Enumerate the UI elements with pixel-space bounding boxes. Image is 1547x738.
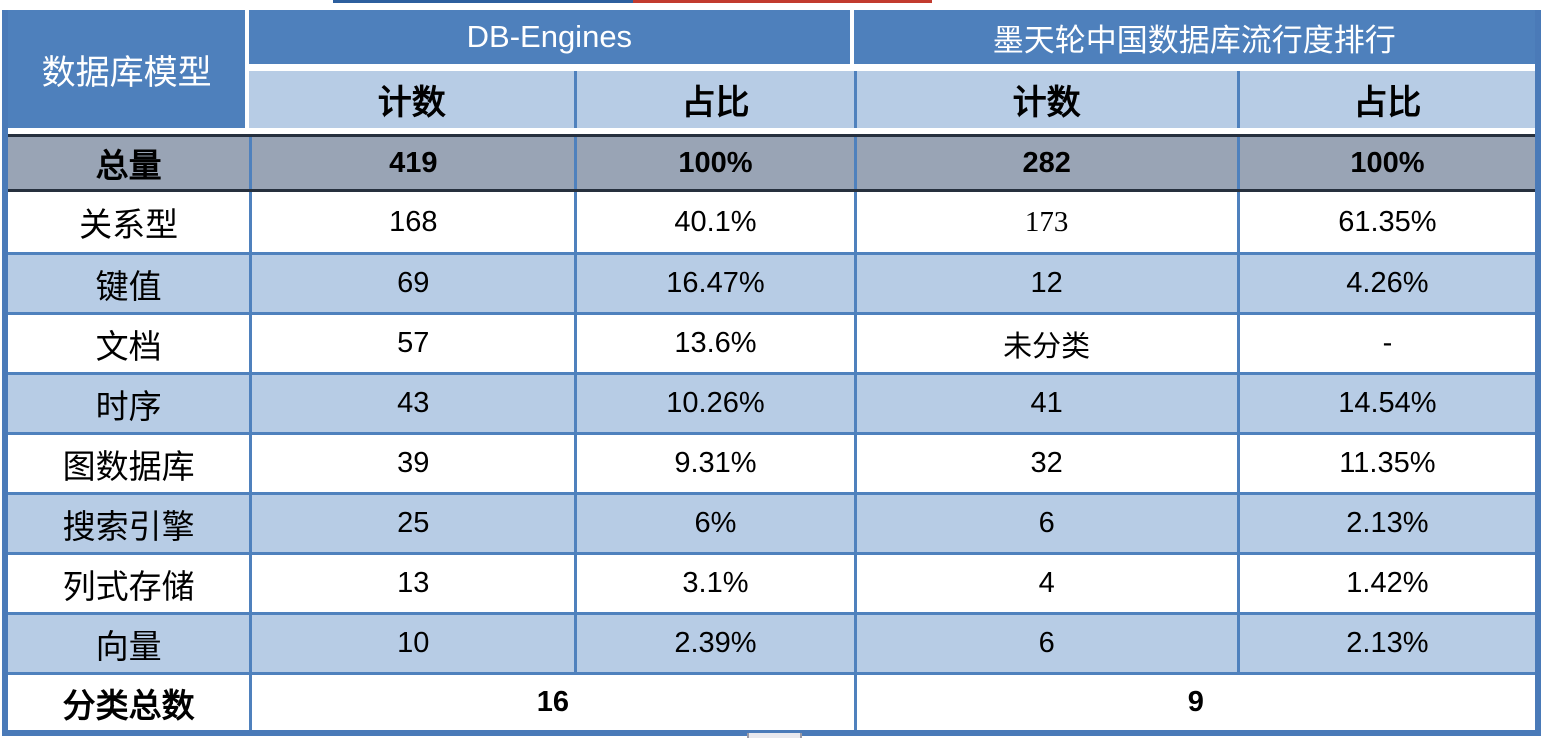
table-row-summary: 分类总数 16 9	[8, 672, 1535, 730]
header-gap	[249, 64, 1535, 71]
subheader-count-modb: 计数	[853, 71, 1237, 128]
cell-value: 57	[249, 315, 574, 372]
table-row-total: 总量 419 100% 282 100%	[8, 134, 1535, 192]
corner-header-cell: 数据库模型	[8, 10, 250, 128]
cell-value: 69	[249, 255, 574, 312]
cell-value: 6	[853, 615, 1237, 672]
cell-value: 40.1%	[574, 192, 853, 252]
cell-value: 282	[853, 137, 1237, 189]
horizontal-scrollbar-thumb[interactable]	[747, 733, 802, 738]
cell-value: 419	[249, 137, 574, 189]
cell-value: 100%	[574, 137, 853, 189]
table-row: 关系型 168 40.1% 173 61.35%	[8, 192, 1535, 252]
row-label: 时序	[95, 389, 162, 426]
cell-value: 4.26%	[1236, 255, 1535, 312]
cell-value: 11.35%	[1236, 435, 1535, 492]
cell-value: 10.26%	[574, 375, 853, 432]
cell-value-db-engines-category-total: 16	[249, 675, 853, 730]
table-header: 数据库模型 DB-Engines 墨天轮中国数据库流行度排行 计数 占比 计数 …	[8, 10, 1535, 128]
row-label: 向量	[95, 629, 162, 666]
cell-value: 未分类	[853, 315, 1237, 372]
cell-value: 2.13%	[1236, 615, 1535, 672]
row-label: 文档	[95, 329, 162, 366]
cell-value: 32	[853, 435, 1237, 492]
cell-value: 100%	[1236, 137, 1535, 189]
top-edge-artifact-red	[633, 0, 932, 3]
cell-value: 173	[853, 192, 1237, 252]
cell-value: 43	[249, 375, 574, 432]
cell-value: 6	[853, 495, 1237, 552]
cell-value: 13	[249, 555, 574, 612]
cell-value: 9.31%	[574, 435, 853, 492]
cell-value: 10	[249, 615, 574, 672]
row-label: 列式存储	[62, 569, 195, 606]
cell-value: 168	[249, 192, 574, 252]
table-row: 搜索引擎 25 6% 6 2.13%	[8, 492, 1535, 552]
cell-value: 6%	[574, 495, 853, 552]
cell-value: 4	[853, 555, 1237, 612]
table-row: 时序 43 10.26% 41 14.54%	[8, 372, 1535, 432]
cell-value: 2.39%	[574, 615, 853, 672]
row-label: 分类总数	[62, 688, 195, 725]
cell-value: 61.35%	[1236, 192, 1535, 252]
cell-value: 13.6%	[574, 315, 853, 372]
cell-value: 3.1%	[574, 555, 853, 612]
table-row: 向量 10 2.39% 6 2.13%	[8, 612, 1535, 672]
cell-value: 25	[249, 495, 574, 552]
header-body-gap	[8, 128, 1535, 134]
cell-value: -	[1236, 315, 1535, 372]
subheader-count-db: 计数	[249, 71, 575, 128]
group-header-db-engines: DB-Engines	[249, 10, 854, 64]
group-header-modb: 墨天轮中国数据库流行度排行	[853, 10, 1535, 64]
top-edge-artifact-blue	[333, 0, 633, 3]
cell-value: 39	[249, 435, 574, 492]
table-row: 图数据库 39 9.31% 32 11.35%	[8, 432, 1535, 492]
table-row: 列式存储 13 3.1% 4 1.42%	[8, 552, 1535, 612]
row-label: 搜索引擎	[62, 509, 195, 546]
row-label: 关系型	[79, 208, 179, 244]
cell-value: 12	[853, 255, 1237, 312]
cell-value-modb-category-total: 9	[853, 675, 1535, 730]
row-label: 图数据库	[62, 449, 195, 486]
cell-value: 41	[853, 375, 1237, 432]
table-row: 文档 57 13.6% 未分类 -	[8, 312, 1535, 372]
row-label: 键值	[95, 269, 162, 306]
row-label: 总量	[95, 149, 162, 185]
database-model-comparison-table: 数据库模型 DB-Engines 墨天轮中国数据库流行度排行 计数 占比 计数 …	[2, 10, 1541, 736]
cell-value: 1.42%	[1236, 555, 1535, 612]
cell-value: 16.47%	[574, 255, 853, 312]
table-row: 键值 69 16.47% 12 4.26%	[8, 252, 1535, 312]
cell-value: 14.54%	[1236, 375, 1535, 432]
cell-value: 2.13%	[1236, 495, 1535, 552]
subheader-percent-db: 占比	[574, 71, 854, 128]
subheader-percent-modb: 占比	[1236, 71, 1535, 128]
